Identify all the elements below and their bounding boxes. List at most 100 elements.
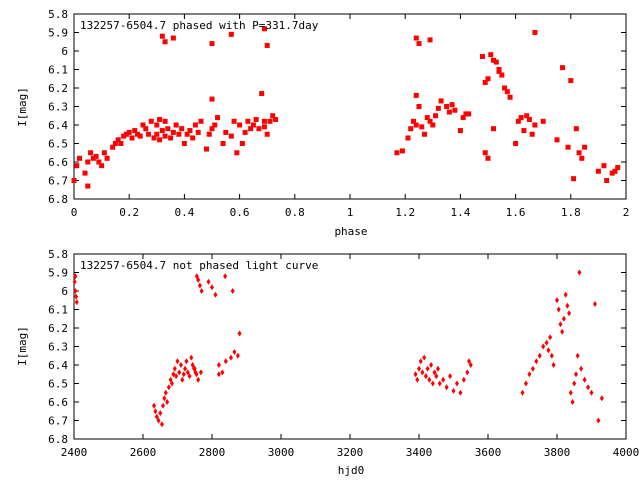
data-point <box>215 115 221 121</box>
data-point <box>433 113 439 119</box>
data-point <box>176 131 182 137</box>
x-axis-ticks-phased: 0 0.2 0.4 0.6 0.8 1 1.2 1.4 1.6 1.8 2 <box>71 14 630 219</box>
x-tick-label: 0.2 <box>119 206 139 219</box>
data-point <box>463 111 469 117</box>
data-point <box>541 343 546 350</box>
x-tick-label: 2 <box>623 206 630 219</box>
data-point <box>502 85 508 91</box>
data-point <box>88 150 94 156</box>
y-tick-label: 6.7 <box>48 175 68 188</box>
data-point <box>568 78 574 84</box>
data-point <box>551 362 556 368</box>
data-point <box>151 135 157 141</box>
data-point <box>272 116 278 122</box>
data-point <box>416 104 422 109</box>
data-point <box>220 141 226 146</box>
data-point <box>394 150 400 156</box>
data-point <box>118 141 124 146</box>
data-point <box>206 131 212 137</box>
data-point <box>223 273 228 280</box>
data-point <box>413 122 419 128</box>
data-point <box>74 299 79 306</box>
data-point <box>93 153 99 159</box>
data-point <box>90 155 96 161</box>
data-point <box>491 126 497 132</box>
data-point <box>220 369 225 376</box>
y-tick-label: 5.9 <box>48 27 68 40</box>
data-point <box>223 129 229 135</box>
data-point <box>523 380 528 387</box>
data-point <box>425 365 430 372</box>
data-point <box>499 72 505 78</box>
data-point <box>72 278 77 285</box>
data-point <box>115 137 121 143</box>
data-point <box>410 118 416 124</box>
data-point <box>527 371 532 378</box>
data-point <box>206 278 211 285</box>
data-point <box>228 31 234 37</box>
data-point <box>589 389 594 396</box>
data-point <box>609 170 615 176</box>
data-point <box>162 133 168 139</box>
data-point <box>71 178 77 183</box>
data-point <box>132 128 138 134</box>
data-point <box>413 35 419 41</box>
data-point <box>253 116 259 122</box>
chart-unphased: 5.8 5.9 6 6.1 6.2 6.3 6.4 6.5 6.6 6.7 6.8 2400 2600… <box>16 248 639 477</box>
data-point <box>212 122 218 128</box>
data-point <box>435 365 440 372</box>
data-point <box>558 321 563 328</box>
data-point <box>231 118 237 124</box>
data-point <box>576 150 582 156</box>
data-point <box>518 115 524 121</box>
data-point <box>85 183 91 189</box>
y-axis-ticks-phased: 5.8 5.9 6 6.1 6.2 6.3 6.4 6.5 6.6 6.7 6.8 <box>48 8 626 206</box>
y-tick-label: 6.7 <box>48 415 68 428</box>
data-point <box>237 122 243 128</box>
data-point <box>488 52 494 58</box>
data-point <box>162 118 168 124</box>
data-point <box>415 376 420 383</box>
data-point <box>491 57 497 63</box>
data-point <box>520 389 525 396</box>
data-point <box>507 94 513 100</box>
data-point <box>180 376 185 383</box>
data-point <box>99 163 105 169</box>
x-axis-label-phased: phase <box>334 225 367 238</box>
data-point <box>250 122 256 128</box>
x-tick-label: 3800 <box>544 446 571 459</box>
data-point <box>169 380 174 387</box>
data-point <box>563 291 568 298</box>
y-tick-label: 6.8 <box>48 433 68 446</box>
data-point <box>192 122 198 128</box>
data-point <box>437 380 442 387</box>
data-point <box>73 288 78 294</box>
data-point <box>228 354 233 361</box>
data-point <box>179 126 185 132</box>
data-point <box>230 288 235 294</box>
x-tick-label: 2600 <box>130 446 157 459</box>
data-point <box>466 111 472 117</box>
data-point <box>465 369 470 376</box>
y-tick-label: 6.3 <box>48 341 68 354</box>
data-point <box>270 113 276 119</box>
data-point <box>162 395 167 402</box>
data-point <box>408 126 414 132</box>
data-point <box>524 113 530 119</box>
x-axis-label-unphased: hjd0 <box>338 464 365 477</box>
data-point <box>586 384 591 391</box>
x-tick-label: 4000 <box>613 446 640 459</box>
data-point <box>422 131 428 137</box>
data-point <box>157 137 163 143</box>
data-point <box>183 365 188 372</box>
y-tick-label: 6.3 <box>48 101 68 114</box>
data-point <box>264 42 270 48</box>
data-point <box>582 376 587 383</box>
data-point <box>159 421 164 428</box>
data-point <box>530 365 535 372</box>
data-point <box>126 129 132 135</box>
data-point <box>573 371 578 378</box>
data-point <box>134 131 140 137</box>
y-tick-label: 6.5 <box>48 138 68 151</box>
data-point <box>242 129 248 135</box>
